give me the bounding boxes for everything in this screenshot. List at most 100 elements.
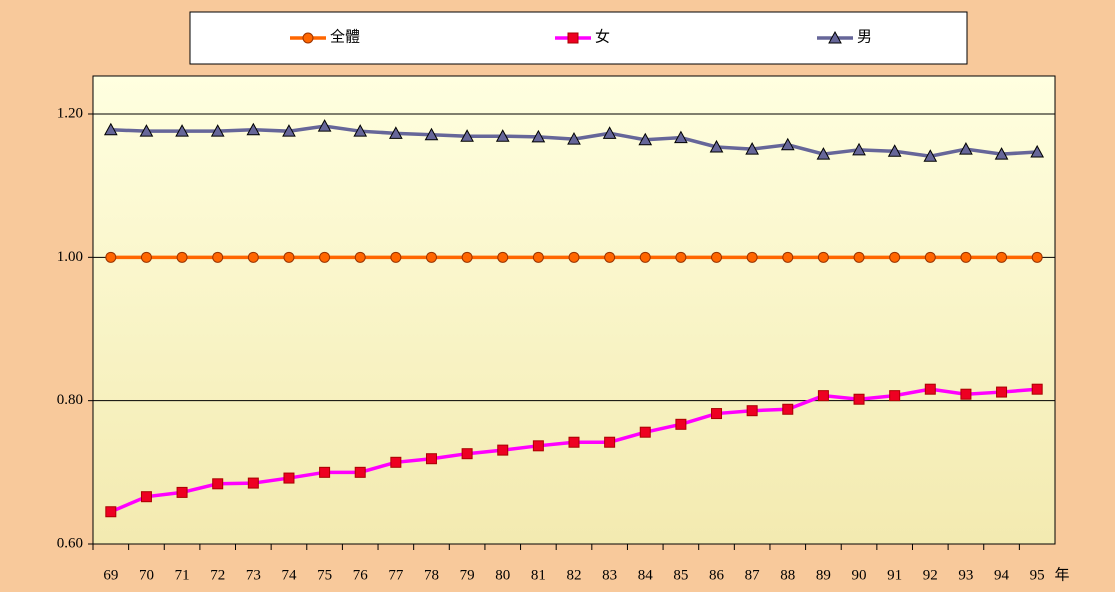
data-point [709, 139, 724, 153]
data-point [746, 405, 758, 417]
y-tick-label: 1.00 [57, 249, 83, 265]
data-point [711, 408, 723, 420]
data-point [817, 390, 829, 402]
data-point [283, 251, 295, 263]
y-tick-label: 0.80 [57, 392, 83, 408]
data-point [247, 477, 259, 489]
data-point [675, 251, 687, 263]
data-point [567, 132, 581, 145]
data-point [638, 132, 653, 146]
data-point [960, 388, 972, 400]
data-point [568, 436, 580, 448]
data-point [1031, 383, 1043, 395]
data-point [425, 251, 437, 263]
data-point [674, 130, 688, 144]
data-point [959, 142, 973, 155]
data-point [1031, 251, 1043, 263]
data-point [103, 122, 118, 136]
data-point [604, 251, 616, 263]
x-tick-label: 93 [958, 567, 973, 583]
x-tick-label: 92 [923, 567, 938, 583]
data-point [568, 251, 580, 263]
data-point [140, 251, 152, 263]
x-tick-label: 88 [780, 567, 795, 583]
data-point [996, 251, 1008, 263]
data-point [390, 456, 402, 468]
data-point [745, 142, 759, 155]
data-point [212, 251, 224, 263]
data-point [780, 137, 795, 151]
data-point [425, 453, 437, 465]
data-point [711, 251, 723, 263]
data-point [924, 251, 936, 263]
data-point [1030, 144, 1045, 158]
y-tick-label: 1.20 [57, 105, 83, 121]
x-tick-label: 83 [602, 567, 617, 583]
data-point [497, 251, 509, 263]
data-point [176, 251, 188, 263]
legend-marker [567, 32, 579, 44]
x-tick-label: 76 [353, 567, 369, 583]
x-tick-label: 69 [103, 567, 118, 583]
x-tick-label: 94 [994, 567, 1010, 583]
data-point [140, 491, 152, 503]
data-point [354, 251, 366, 263]
x-tick-label: 84 [638, 567, 654, 583]
x-tick-label: 89 [816, 567, 831, 583]
data-point [996, 386, 1008, 398]
x-tick-label: 82 [567, 567, 582, 583]
x-tick-label: 90 [852, 567, 867, 583]
data-point [212, 478, 224, 490]
data-point [460, 129, 474, 142]
data-point [247, 251, 259, 263]
data-point [461, 251, 473, 263]
data-point [390, 251, 402, 263]
data-point [853, 393, 865, 405]
data-point [354, 466, 366, 478]
legend-label: 女 [595, 27, 610, 45]
data-point [175, 124, 189, 137]
data-point [602, 126, 617, 139]
data-point [319, 466, 331, 478]
data-point [461, 448, 473, 460]
data-point [639, 251, 651, 263]
data-point [960, 251, 972, 263]
data-point [604, 436, 616, 448]
plot-area [92, 75, 1056, 545]
data-point [283, 472, 295, 484]
data-point [817, 251, 829, 263]
data-point [924, 383, 936, 395]
x-tick-label: 78 [424, 567, 439, 583]
data-point [532, 440, 544, 452]
legend-label: 全體 [330, 27, 360, 45]
x-tick-label: 86 [709, 567, 725, 583]
data-point [887, 144, 902, 157]
x-tick-label: 85 [673, 567, 688, 583]
data-point [852, 142, 866, 156]
legend-label: 男 [857, 29, 872, 45]
x-tick-label: 74 [281, 567, 297, 583]
data-point [889, 390, 901, 402]
legend-marker [828, 30, 842, 44]
data-point [853, 251, 865, 263]
x-tick-label: 70 [139, 567, 154, 583]
data-point [782, 403, 794, 415]
data-point [282, 124, 296, 137]
x-tick-label: 77 [388, 567, 404, 583]
x-tick-label: 71 [175, 567, 190, 583]
data-point [210, 124, 225, 137]
x-tick-label: 73 [246, 567, 261, 583]
data-point [246, 122, 261, 136]
x-tick-label: 80 [495, 567, 510, 583]
x-tick-label: 87 [745, 567, 761, 583]
data-point [675, 418, 687, 430]
data-point [139, 124, 154, 137]
data-point [389, 126, 403, 139]
data-point [176, 486, 188, 498]
data-point [532, 251, 544, 263]
x-tick-label: 95 [1030, 567, 1045, 583]
x-tick-label: 72 [210, 567, 225, 583]
x-tick-label: 79 [460, 567, 475, 583]
data-point [105, 251, 117, 263]
